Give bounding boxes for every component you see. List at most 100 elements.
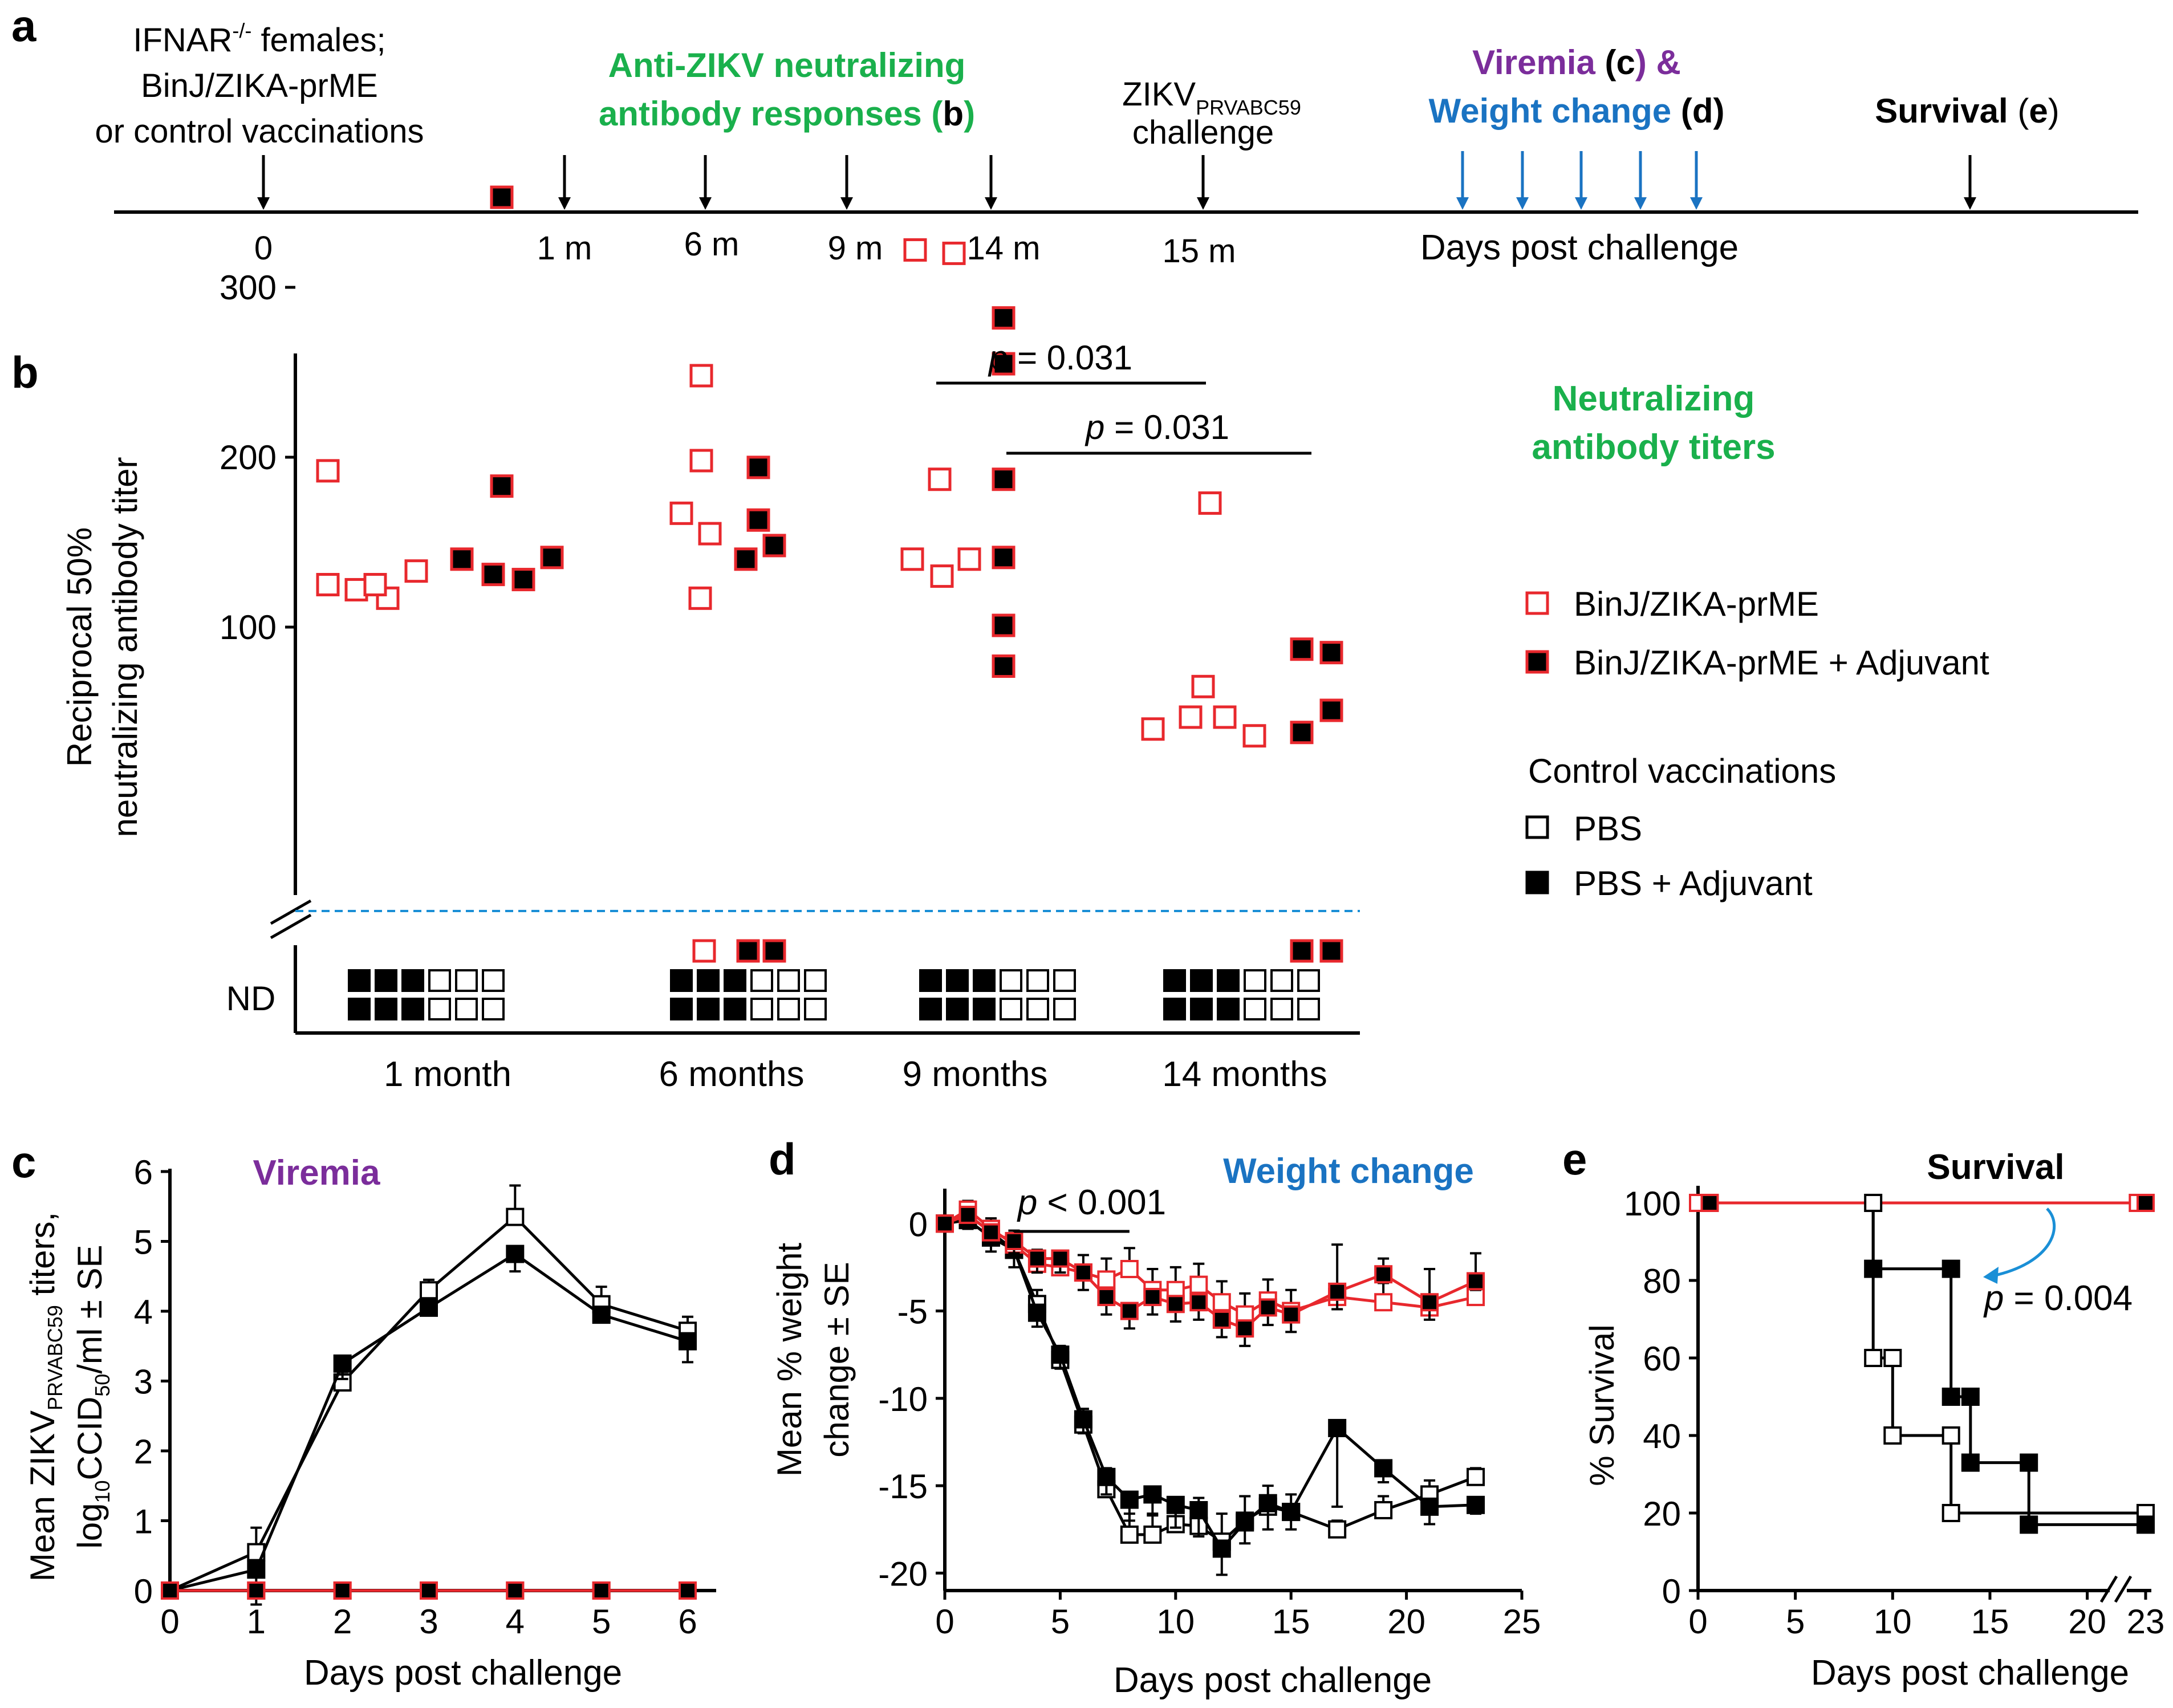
vaccination-line2: BinJ/ZIKA-prME bbox=[141, 67, 378, 104]
b-point-1-1-3 bbox=[746, 456, 770, 479]
timeline-arrows bbox=[257, 151, 1976, 210]
nab-line1: Anti-ZIKV neutralizing bbox=[608, 46, 966, 84]
d-plot-point-3-15 bbox=[1282, 1305, 1301, 1324]
b-nd-control-0-0-2 bbox=[401, 969, 424, 992]
c-plot-point-0-4 bbox=[506, 1207, 525, 1226]
panel-a: a IFNAR-/- females; BinJ/ZIKA-prME or co… bbox=[11, 1, 2138, 270]
e-ytick-label: 100 bbox=[1624, 1185, 1681, 1223]
c-plot-point-3-4 bbox=[506, 1581, 525, 1600]
timeline-arrow-0-head bbox=[257, 197, 270, 210]
d-plot-point-3-5 bbox=[1051, 1249, 1070, 1268]
e-ytick-label: 20 bbox=[1643, 1495, 1681, 1533]
b-point-1-1-0 bbox=[734, 547, 758, 571]
e-title: Survival bbox=[1927, 1148, 2064, 1187]
weight-heading: Weight change (d) bbox=[1429, 92, 1725, 130]
timeline-blue-arrow-4-head bbox=[1690, 197, 1703, 210]
timeline-arrow-2-head bbox=[699, 197, 712, 210]
d-plot-point-2-7 bbox=[1097, 1270, 1116, 1289]
b-nd-control-0-0-3 bbox=[428, 969, 451, 992]
e-point-1-0 bbox=[1864, 1259, 1883, 1278]
d-plot-ytick-label: -5 bbox=[897, 1293, 928, 1331]
b-nd-control-3-0-3 bbox=[1244, 969, 1266, 992]
d-plot-point-2-12 bbox=[1212, 1293, 1231, 1312]
b-pval-text-2: p = 0.031 bbox=[1085, 408, 1229, 446]
vaccination-line3: or control vaccinations bbox=[95, 113, 424, 150]
d-plot-point-1-4 bbox=[1027, 1303, 1046, 1322]
e-point-1-6 bbox=[2020, 1515, 2038, 1534]
e-ytick-label: 40 bbox=[1643, 1417, 1681, 1455]
c-plot-ytick-label: 0 bbox=[134, 1572, 153, 1611]
d-plot-point-3-13 bbox=[1236, 1319, 1254, 1338]
b-nd-control-3-0-1 bbox=[1190, 969, 1213, 992]
e-xtick-label: 20 bbox=[2068, 1603, 2106, 1641]
b-point-1-0-3 bbox=[540, 546, 564, 570]
d-plot-point-1-10 bbox=[1166, 1495, 1185, 1514]
b-nd-control-0-0-4 bbox=[455, 969, 478, 992]
b-point-1-2-2 bbox=[992, 546, 1016, 570]
d-ylabel-line2: change ± SE bbox=[818, 1262, 856, 1457]
b-axis-break-1 bbox=[270, 899, 312, 925]
b-point-0-1-4 bbox=[689, 364, 713, 388]
c-plot-point-3-1 bbox=[247, 1581, 266, 1600]
b-nd-control-2-1-2 bbox=[973, 998, 996, 1020]
panel-d-plot: 0-5-10-15-200 5 10 15 20 25 bbox=[878, 1189, 1541, 1641]
d-xlabel: Days post challenge bbox=[1114, 1661, 1432, 1700]
d-plot-xtick-label: 15 bbox=[1272, 1603, 1310, 1641]
c-plot-ytick-label: 4 bbox=[134, 1293, 153, 1331]
b-title-line2: antibody titers bbox=[1532, 428, 1775, 467]
d-plot-point-1-15 bbox=[1282, 1503, 1301, 1522]
panel-b-axes: 100 200 300 bbox=[220, 269, 1360, 1035]
b-nd-control-2-1-3 bbox=[1000, 998, 1022, 1020]
b-nd-control-0-1-4 bbox=[455, 998, 478, 1020]
d-plot-point-3-6 bbox=[1074, 1263, 1092, 1282]
d-plot-point-1-18 bbox=[1420, 1497, 1439, 1516]
b-point-0-0-3 bbox=[404, 559, 428, 583]
b-point-0-2-4 bbox=[903, 238, 927, 262]
panel-label-e: e bbox=[1562, 1134, 1587, 1184]
b-nd-control-3-1-4 bbox=[1270, 998, 1293, 1020]
b-cat-label-2: 6 months bbox=[659, 1055, 804, 1094]
b-point-0-0-2 bbox=[376, 586, 400, 610]
b-point-1-2-5 bbox=[992, 306, 1016, 330]
c-plot-xtick-label: 1 bbox=[247, 1603, 266, 1641]
challenge-line1: ZIKVPRVABC59 bbox=[1122, 76, 1301, 119]
b-nd-control-3-1-1 bbox=[1190, 998, 1213, 1020]
b-nd-control-0-1-1 bbox=[375, 998, 397, 1020]
d-plot-point-3-10 bbox=[1166, 1295, 1185, 1313]
d-plot-point-1-6 bbox=[1074, 1410, 1092, 1429]
panel-c-plot: 0 1 2 3 4 5 6 0 1 2 3 4 5 6 bbox=[134, 1153, 716, 1641]
b-point-0-2-3 bbox=[928, 467, 952, 491]
e-xtick-label: 10 bbox=[1874, 1603, 1912, 1641]
timeline-blue-arrow-3-head bbox=[1634, 197, 1647, 210]
b-nd-control-0-1-5 bbox=[482, 998, 505, 1020]
b-nd-label: ND bbox=[226, 979, 276, 1018]
panel-label-c: c bbox=[11, 1137, 36, 1187]
b-point-0-3-1 bbox=[1179, 705, 1203, 729]
c-ylabel-line1: Mean ZIKVPRVABC59 titers, bbox=[23, 1212, 67, 1581]
b-point-0-3-5 bbox=[1198, 491, 1222, 515]
b-nd-control-3-1-5 bbox=[1297, 998, 1320, 1020]
d-plot-point-3-11 bbox=[1189, 1293, 1208, 1312]
c-ylabel-line2: log10CCID50/ml ± SE bbox=[71, 1245, 114, 1548]
e-xtick-label: 0 bbox=[1688, 1603, 1707, 1641]
panel-b: b 100 200 300 Reciprocal 50% neutralizing … bbox=[11, 185, 1989, 1094]
b-nd-control-0-0-0 bbox=[348, 969, 371, 992]
c-plot-point-1-2 bbox=[333, 1354, 352, 1373]
b-nd-control-3-0-2 bbox=[1217, 969, 1240, 992]
b-nd-control-2-0-1 bbox=[946, 969, 969, 992]
legend-label-pbs-adj: PBS + Adjuvant bbox=[1574, 864, 1813, 902]
b-nd-control-1-0-2 bbox=[724, 969, 746, 992]
c-plot-point-3-5 bbox=[592, 1581, 611, 1600]
b-nd-control-1-0-1 bbox=[697, 969, 720, 992]
b-nd-prme-1-3-0 bbox=[1290, 939, 1314, 963]
b-ylabel-line2: neutralizing antibody titer bbox=[106, 457, 144, 837]
b-point-1-2-3 bbox=[992, 467, 1016, 491]
b-nd-prme-1-3-1 bbox=[1319, 939, 1343, 963]
d-plot-point-0-9 bbox=[1143, 1525, 1162, 1544]
d-plot-series-line-2 bbox=[944, 1207, 1476, 1316]
d-plot-point-2-8 bbox=[1120, 1260, 1139, 1278]
d-plot-point-3-1 bbox=[958, 1205, 977, 1224]
d-plot-point-1-12 bbox=[1212, 1539, 1231, 1558]
c-title: Viremia bbox=[253, 1153, 380, 1193]
